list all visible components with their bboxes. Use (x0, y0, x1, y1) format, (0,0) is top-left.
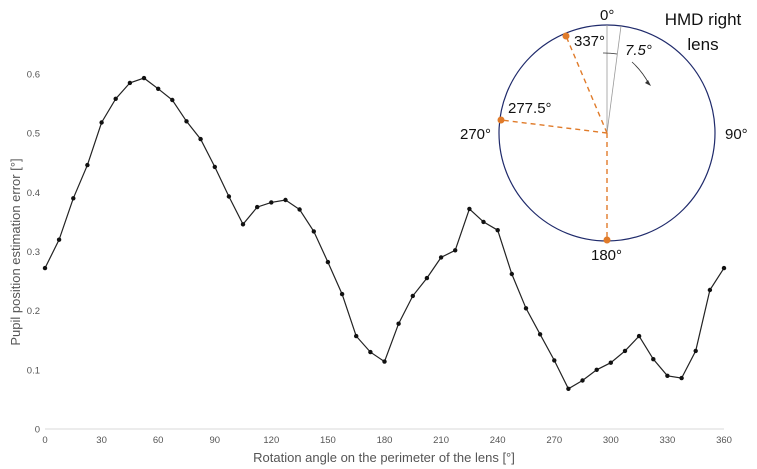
data-point (594, 367, 599, 372)
data-point (566, 386, 571, 391)
data-point (198, 136, 203, 142)
x-tick-label: 330 (659, 435, 675, 446)
x-tick-label: 360 (716, 435, 732, 446)
data-point (552, 358, 557, 363)
data-point (156, 86, 161, 92)
x-tick-label: 30 (96, 435, 107, 446)
y-tick-label: 0.3 (27, 247, 40, 258)
x-axis-title: Rotation angle on the perimeter of the l… (253, 450, 515, 465)
data-point (707, 287, 713, 293)
series-line (44, 77, 725, 390)
data-point (580, 378, 585, 383)
plot-area: 0 30 60 90 120 150 180 210 240 270 300 330 360 00.10… (27, 70, 732, 447)
marker-277-5 (497, 116, 505, 124)
reference-line-7-5 (606, 25, 622, 134)
data-point (622, 348, 628, 354)
data-point (170, 97, 175, 103)
data-point (141, 75, 147, 81)
data-point (42, 265, 48, 271)
data-point (240, 222, 246, 227)
y-tick-label: 0.2 (27, 306, 40, 317)
data-point (679, 375, 684, 381)
data-point (99, 120, 104, 125)
data-point (608, 360, 613, 365)
data-point (354, 333, 359, 339)
data-point (721, 265, 727, 271)
y-axis-title: Pupil position estimation error [°] (8, 158, 23, 345)
y-tick-label: 0.6 (27, 70, 40, 81)
inset-label-270: 270° (460, 126, 491, 143)
data-point (523, 306, 529, 311)
data-point (269, 200, 274, 205)
x-tick-labels: 0 30 60 90 120 150 180 210 240 270 300 330 360 (42, 435, 732, 446)
x-tick-label: 180 (377, 435, 393, 446)
data-point (339, 291, 345, 297)
x-tick-label: 90 (209, 435, 220, 446)
data-point (495, 228, 500, 233)
arrow-337 (565, 35, 608, 134)
y-tick-label: 0 (35, 425, 40, 436)
x-tick-label: 300 (603, 435, 619, 446)
data-point (509, 271, 514, 277)
data-points (42, 75, 727, 391)
data-point (453, 248, 458, 253)
data-point (481, 219, 486, 225)
data-point (467, 206, 472, 212)
inset-title-line-2: lens (687, 35, 718, 54)
inset-label-0: 0° (600, 7, 614, 24)
data-point (113, 96, 118, 102)
data-point (410, 293, 415, 299)
data-point (297, 207, 302, 212)
inset-label-180: 180° (591, 247, 622, 264)
inset-label-90: 90° (725, 126, 748, 143)
data-point (693, 348, 698, 354)
x-tick-label: 150 (320, 435, 336, 446)
x-tick-label: 60 (153, 435, 164, 446)
inset-title-line-1: HMD right (665, 10, 742, 29)
rotation-direction-arrowhead (645, 80, 651, 86)
data-point (537, 332, 543, 337)
data-point (636, 333, 642, 339)
marker-337 (562, 32, 570, 40)
y-tick-label: 0.1 (27, 365, 40, 376)
data-point (368, 349, 373, 355)
data-point (226, 194, 232, 199)
inset-label-7-5: 7.5° (625, 42, 652, 59)
y-tick-labels: 0 0.1 0.2 0.3 0.4 0.5 0.6 (27, 70, 40, 436)
data-point (85, 162, 90, 168)
y-tick-label: 0.5 (27, 129, 40, 140)
data-point (255, 204, 260, 210)
data-point (56, 237, 62, 242)
rotation-arc (602, 52, 618, 55)
data-point (283, 197, 288, 203)
data-point (212, 164, 217, 170)
rotation-direction-arc (631, 61, 650, 85)
data-point (665, 373, 670, 378)
marker-180 (603, 236, 611, 244)
data-point (651, 357, 656, 362)
x-tick-label: 0 (42, 435, 47, 446)
inset-label-337: 337° (574, 33, 605, 50)
x-tick-label: 270 (546, 435, 562, 446)
data-point (396, 321, 401, 326)
x-tick-label: 210 (433, 435, 449, 446)
data-point (382, 359, 387, 364)
y-tick-label: 0.4 (27, 188, 40, 199)
data-point (424, 275, 430, 281)
data-point (325, 259, 331, 265)
data-point (71, 196, 76, 201)
x-tick-label: 120 (263, 435, 279, 446)
data-point (127, 80, 133, 86)
data-point (438, 255, 444, 260)
inset-lens-diagram: 0° 90° 180° 270° 337° 277.5° 7.5° HMD ri… (460, 7, 748, 264)
data-point (184, 119, 189, 124)
arrow-277-5 (500, 119, 608, 134)
data-point (311, 229, 316, 234)
inset-label-277-5: 277.5° (508, 100, 552, 117)
x-tick-label: 240 (490, 435, 506, 446)
